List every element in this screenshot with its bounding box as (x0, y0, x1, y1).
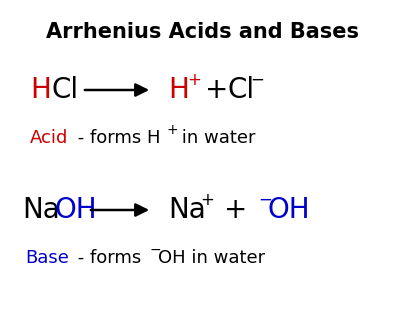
Text: −: − (249, 71, 263, 89)
Text: −: − (257, 191, 271, 209)
Text: Base: Base (25, 249, 69, 267)
Text: Cl: Cl (228, 76, 254, 104)
Text: Cl: Cl (52, 76, 79, 104)
Text: - forms: - forms (72, 249, 147, 267)
Text: −: − (149, 243, 161, 257)
Text: OH: OH (55, 196, 97, 224)
Text: - forms H: - forms H (72, 129, 160, 147)
Text: Na: Na (22, 196, 60, 224)
Text: +: + (200, 191, 213, 209)
Text: in water: in water (175, 129, 255, 147)
Text: Acid: Acid (30, 129, 68, 147)
Text: +: + (205, 76, 228, 104)
Text: H: H (168, 76, 188, 104)
Text: +: + (166, 123, 178, 137)
Text: Na: Na (168, 196, 205, 224)
Text: Arrhenius Acids and Bases: Arrhenius Acids and Bases (47, 22, 358, 42)
Text: OH in water: OH in water (158, 249, 264, 267)
Text: OH: OH (267, 196, 310, 224)
Text: +: + (224, 196, 247, 224)
Text: H: H (30, 76, 51, 104)
Text: +: + (187, 71, 200, 89)
